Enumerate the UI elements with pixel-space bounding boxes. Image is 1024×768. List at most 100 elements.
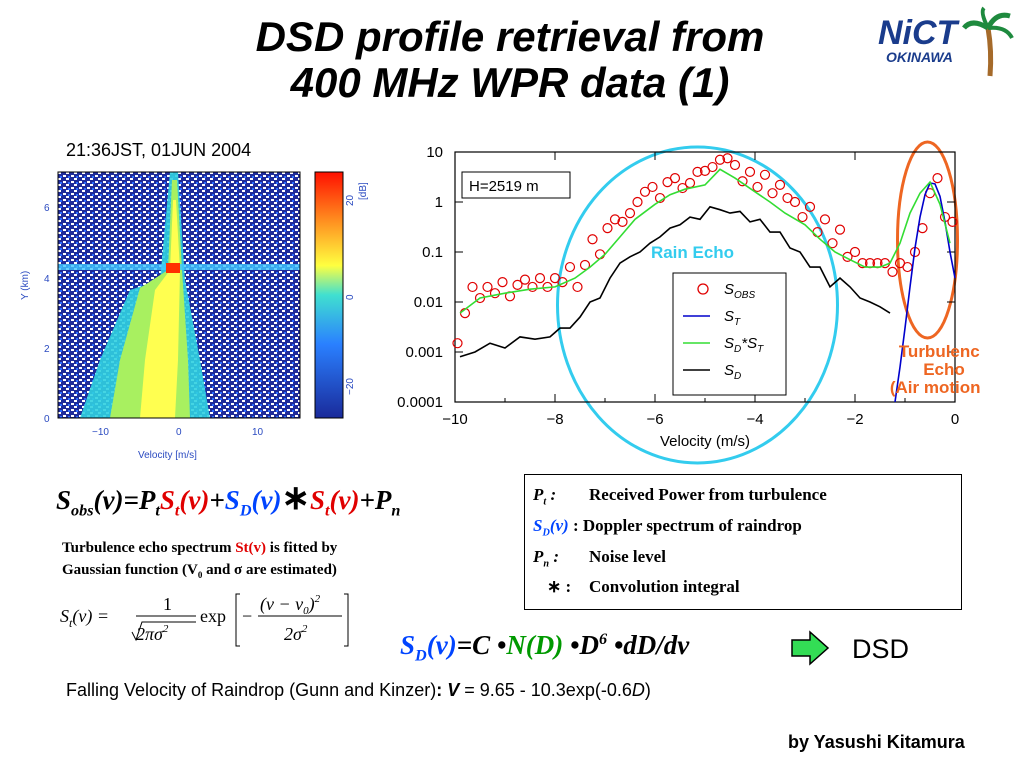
obs-point <box>744 166 756 177</box>
colorbar-tick-20: 20 <box>345 194 356 206</box>
obs-point <box>474 292 486 304</box>
rain-echo-label: Rain Echo <box>651 243 734 262</box>
title-line-2: 400 MHz WPR data (1) <box>290 59 730 106</box>
obs-point <box>827 238 838 249</box>
slide-title: DSD profile retrieval from 400 MHz WPR d… <box>150 14 870 106</box>
obs-point <box>849 246 861 258</box>
left-xtick-m10: −10 <box>92 427 109 438</box>
height-label-box <box>461 171 571 199</box>
falling-velocity-formula: Falling Velocity of Raindrop (Gunn and K… <box>66 680 651 700</box>
y-tick-label: 0.001 <box>405 344 443 361</box>
y-tick-label: 0.1 <box>422 244 443 261</box>
legend-label: ST <box>724 308 741 328</box>
obs-point <box>669 173 681 184</box>
obs-point <box>692 166 703 177</box>
left-xtick-10: 10 <box>252 427 264 438</box>
gauss-den1: 2πσ2 <box>136 623 169 644</box>
fit-note: Turbulence echo spectrum St(v) is fitted… <box>62 540 338 580</box>
obs-point <box>932 173 943 184</box>
series-line-3 <box>459 205 891 358</box>
legend-label: SD <box>724 362 741 382</box>
x-tick-label: −8 <box>546 411 563 428</box>
x-tick-label: −10 <box>442 411 467 428</box>
timestamp: 21:36JST, 01JUN 2004 <box>66 140 252 160</box>
height-label: H=2519 m <box>469 178 539 195</box>
obs-point <box>804 201 816 212</box>
colorbar <box>314 171 344 419</box>
obs-point <box>774 179 786 190</box>
def-sd: SD(v) : Doppler spectrum of raindrop <box>533 516 802 539</box>
obs-point <box>624 207 636 219</box>
legend: SOBS ST SD*ST SD <box>672 272 787 396</box>
obs-point <box>572 281 583 293</box>
obs-point <box>737 176 748 187</box>
obs-point <box>564 261 576 273</box>
turbulence-label-3: (Air motion) <box>890 378 980 397</box>
obs-point <box>579 259 591 271</box>
y-tick-label: 0.01 <box>414 294 443 311</box>
obs-point <box>587 234 598 245</box>
x-tick-label: −6 <box>646 411 663 428</box>
obs-point <box>752 181 763 193</box>
colorbar-tick-m20: −20 <box>345 378 356 395</box>
obs-point <box>707 161 718 173</box>
legend-box <box>672 272 787 396</box>
svg-text:2σ2: 2σ2 <box>284 623 308 644</box>
right-arrow-icon <box>791 630 830 666</box>
colorbar-tick-0: 0 <box>345 294 356 300</box>
x-tick-label: 0 <box>951 411 959 428</box>
turbulence-label-1: Turbulence <box>899 342 980 361</box>
obs-point <box>834 224 846 235</box>
author: by Yasushi Kitamura <box>788 732 965 752</box>
colorbar-unit: [dB] <box>358 182 369 200</box>
obs-point <box>632 196 643 208</box>
left-xlabel: Velocity [m/s] <box>138 450 197 461</box>
height-velocity-image: Y (km) 0 2 4 6 −10 0 10 Velocity [m/s] 2… <box>20 171 369 461</box>
gaussian-formula: St(v) = 1 2πσ2 exp − (v − v0)2 2σ2 <box>60 593 349 647</box>
sd-equation: SD(v)=C •N(D) •D6 •dD/dv <box>400 630 690 665</box>
obs-point <box>947 216 958 227</box>
received-power-equation: Sobs(v)=PtSt(v)+SD(v)∗St(v)+Pn <box>56 480 401 520</box>
spectrum-chart: −10 −8 −6 −4 −2 0 0.0001 0.001 0.01 0.1 1 10 Velocit… <box>397 140 980 465</box>
obs-point <box>594 249 606 260</box>
obs-point <box>819 214 831 225</box>
x-tick-label: −2 <box>846 411 863 428</box>
obs-point <box>482 281 493 293</box>
obs-point <box>759 169 771 180</box>
def-pn: Pn : Noise level <box>533 547 666 570</box>
x-tick-label: −4 <box>746 411 763 428</box>
left-xtick-0: 0 <box>176 427 182 438</box>
obs-point <box>452 338 463 349</box>
obs-point <box>647 181 658 193</box>
svg-text:St(v) =: St(v) = <box>60 606 109 630</box>
obs-point <box>602 223 613 234</box>
left-ytick-2: 2 <box>44 344 50 355</box>
left-ytick-4: 4 <box>44 274 50 285</box>
rain-echo-ellipse <box>556 145 839 465</box>
def-pt: Pt : Received Power from turbulence <box>533 485 827 508</box>
turbulence-echo-ellipse <box>896 140 959 340</box>
y-tick-label: 0.0001 <box>397 394 443 411</box>
obs-point <box>467 281 478 293</box>
title-line-1: DSD profile retrieval from <box>255 13 765 60</box>
legend-label: SOBS <box>724 281 755 301</box>
svg-text:(v − v0)2: (v − v0)2 <box>260 593 321 617</box>
logo-sub: OKINAWA <box>886 49 953 65</box>
def-convolution: ∗ : Convolution integral <box>547 577 740 596</box>
obs-point <box>767 188 778 199</box>
obs-point <box>527 281 538 293</box>
x-axis-label: Velocity (m/s) <box>660 433 750 450</box>
definitions-box: Pt : Received Power from turbulence SD(v)… <box>524 474 962 610</box>
logo-text: NiCT <box>878 14 961 52</box>
turbulence-label-2: Echo <box>923 360 965 379</box>
nict-logo: NiCT OKINAWA <box>872 6 1017 86</box>
obs-point <box>609 214 621 225</box>
legend-marker <box>697 283 709 295</box>
obs-point <box>519 274 531 285</box>
obs-point <box>729 159 741 171</box>
obs-point <box>512 279 523 290</box>
obs-point <box>639 186 651 197</box>
y-tick-label: 10 <box>426 144 443 161</box>
obs-point <box>902 261 913 273</box>
left-ylabel: Y (km) <box>20 271 31 300</box>
